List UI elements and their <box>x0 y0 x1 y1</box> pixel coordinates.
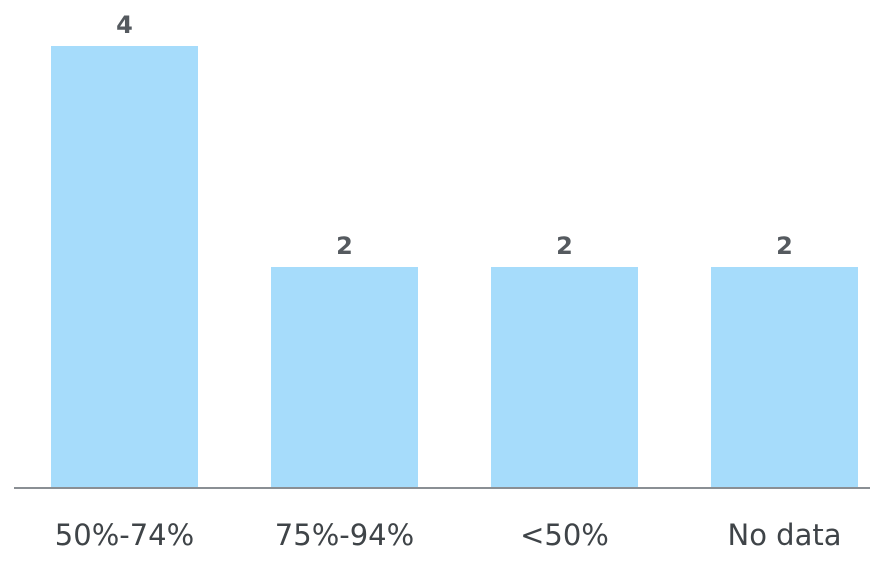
data-label-2: 2 <box>556 232 573 260</box>
data-label-0: 4 <box>116 11 133 39</box>
x-tick-label-1: 75%-94% <box>275 518 414 552</box>
data-label-3: 2 <box>776 232 793 260</box>
bar-0 <box>51 46 198 488</box>
bars-group <box>51 46 858 488</box>
bar-1 <box>271 267 418 488</box>
x-tick-label-3: No data <box>728 518 842 552</box>
x-tick-label-0: 50%-74% <box>55 518 194 552</box>
data-label-1: 2 <box>336 232 353 260</box>
x-tick-labels-group: 50%-74% 75%-94% <50% No data <box>55 518 842 552</box>
bar-3 <box>711 267 858 488</box>
data-labels-group: 4 2 2 2 <box>116 11 793 260</box>
bar-2 <box>491 267 638 488</box>
x-tick-label-2: <50% <box>520 518 609 552</box>
